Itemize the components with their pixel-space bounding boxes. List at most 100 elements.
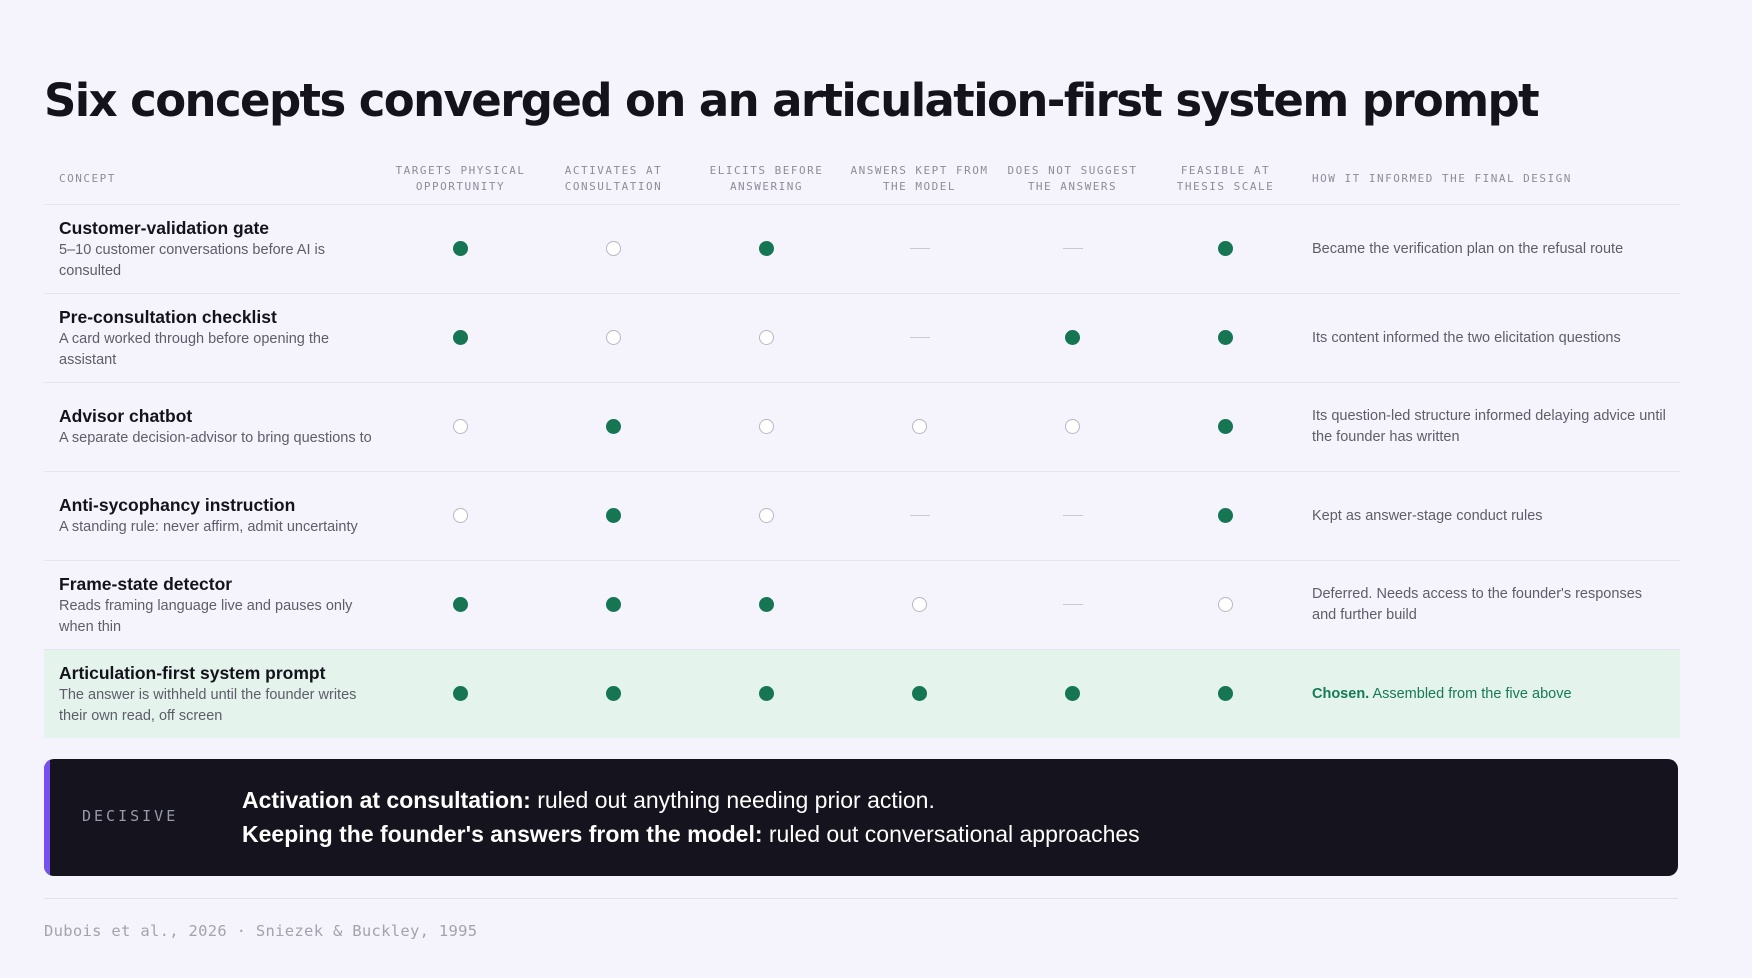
column-header-criterion: FEASIBLE AT THESIS SCALE — [1149, 154, 1302, 205]
callout-accent-bar — [44, 759, 50, 876]
dash-icon — [909, 515, 930, 517]
criterion-cell — [1149, 471, 1302, 561]
criterion-cell — [996, 382, 1149, 472]
concept-name: Articulation-first system prompt — [59, 662, 326, 683]
criterion-cell — [690, 204, 843, 294]
empty-circle-icon — [606, 241, 621, 257]
column-header-criterion: ACTIVATES AT CONSULTATION — [537, 154, 690, 205]
empty-circle-icon — [1065, 419, 1080, 435]
filled-circle-icon — [1218, 241, 1233, 257]
dash-icon — [1062, 515, 1083, 517]
column-header-concept: CONCEPT — [44, 154, 384, 205]
filled-circle-icon — [912, 686, 927, 702]
column-header-criterion: TARGETS PHYSICAL OPPORTUNITY — [384, 154, 537, 205]
design-influence-cell: Became the verification plan on the refu… — [1302, 204, 1680, 294]
criterion-cell — [843, 560, 996, 650]
filled-circle-icon — [453, 597, 468, 613]
concept-name: Advisor chatbot — [59, 406, 193, 426]
table-header-row: CONCEPT TARGETS PHYSICAL OPPORTUNITY ACT… — [44, 154, 1680, 205]
design-influence-cell: Its content informed the two elicitation… — [1302, 293, 1680, 383]
concept-description: A standing rule: never affirm, admit unc… — [59, 519, 358, 535]
concept-description: A separate decision-advisor to bring que… — [59, 430, 372, 446]
criterion-cell — [690, 649, 843, 738]
criterion-cell — [537, 382, 690, 472]
table-row: Anti-sycophancy instruction A standing ru… — [44, 471, 1680, 561]
filled-circle-icon — [1218, 508, 1233, 524]
callout-line-rest: ruled out anything needing prior action. — [537, 787, 935, 813]
concept-name: Customer-validation gate — [59, 217, 270, 238]
design-influence-text: Deferred. Needs access to the founder's … — [1312, 586, 1643, 623]
criterion-cell — [537, 560, 690, 650]
table-body: Customer-validation gate 5–10 customer co… — [44, 204, 1680, 738]
dash-icon — [909, 248, 930, 250]
criterion-cell — [843, 382, 996, 472]
design-influence-cell: Kept as answer-stage conduct rules — [1302, 471, 1680, 561]
criterion-cell — [1149, 649, 1302, 738]
criterion-cell — [690, 382, 843, 472]
criterion-cell — [384, 293, 537, 383]
callout-line-rest: ruled out conversational approaches — [768, 821, 1140, 847]
criterion-cell — [843, 649, 996, 738]
concept-name: Pre-consultation checklist — [59, 306, 277, 327]
filled-circle-icon — [1218, 419, 1233, 435]
dash-icon — [1062, 248, 1083, 250]
filled-circle-icon — [453, 330, 468, 346]
design-influence-cell: Deferred. Needs access to the founder's … — [1302, 560, 1680, 650]
design-influence-text: Assembled from the five above — [1372, 685, 1572, 702]
criterion-cell — [384, 560, 537, 650]
filled-circle-icon — [1065, 330, 1080, 346]
chosen-label: Chosen. — [1312, 685, 1370, 702]
filled-circle-icon — [759, 686, 774, 702]
column-header-criterion: ANSWERS KEPT FROM THE MODEL — [843, 154, 996, 205]
criterion-cell — [996, 560, 1149, 650]
table-row: Frame-state detector Reads framing langua… — [44, 560, 1680, 650]
concept-cell: Frame-state detector Reads framing langua… — [44, 560, 384, 650]
criterion-cell — [843, 471, 996, 561]
concept-cell: Customer-validation gate 5–10 customer co… — [44, 204, 384, 294]
design-influence-text: Its content informed the two elicitation… — [1312, 329, 1621, 346]
concept-description: 5–10 customer conversations before AI is… — [59, 241, 325, 279]
criterion-cell — [537, 649, 690, 738]
criterion-cell — [843, 293, 996, 383]
callout-tag: DECISIVE — [82, 807, 179, 825]
filled-circle-icon — [759, 597, 774, 613]
empty-circle-icon — [912, 597, 927, 613]
empty-circle-icon — [759, 508, 774, 524]
criterion-cell — [996, 471, 1149, 561]
criterion-cell — [690, 560, 843, 650]
criterion-cell — [537, 204, 690, 294]
page-title: Six concepts converged on an articulatio… — [44, 74, 1540, 127]
table-row: Pre-consultation checklist A card worked … — [44, 293, 1680, 383]
empty-circle-icon — [453, 508, 468, 524]
concept-name: Anti-sycophancy instruction — [59, 495, 296, 515]
criterion-cell — [843, 204, 996, 294]
filled-circle-icon — [759, 241, 774, 257]
criterion-cell — [996, 293, 1149, 383]
dash-icon — [1062, 604, 1083, 606]
empty-circle-icon — [606, 330, 621, 346]
callout-line-strong: Activation at consultation: — [242, 787, 531, 813]
criterion-cell — [996, 204, 1149, 294]
empty-circle-icon — [912, 419, 927, 435]
filled-circle-icon — [453, 241, 468, 257]
filled-circle-icon — [453, 686, 468, 702]
callout-text: Activation at consultation: ruled out an… — [242, 783, 1140, 851]
empty-circle-icon — [453, 419, 468, 435]
filled-circle-icon — [606, 686, 621, 702]
criterion-cell — [384, 471, 537, 561]
concept-cell: Pre-consultation checklist A card worked … — [44, 293, 384, 383]
footer-divider — [44, 898, 1678, 899]
callout-line: Activation at consultation: ruled out an… — [242, 783, 1140, 817]
callout-line-strong: Keeping the founder's answers from the m… — [242, 821, 763, 847]
column-header-how: HOW IT INFORMED THE FINAL DESIGN — [1302, 154, 1680, 205]
design-influence-text: Became the verification plan on the refu… — [1312, 240, 1624, 257]
column-header-criterion: ELICITS BEFORE ANSWERING — [690, 154, 843, 205]
concept-cell: Articulation-first system prompt The answ… — [44, 649, 384, 738]
criterion-cell — [1149, 293, 1302, 383]
criterion-cell — [384, 204, 537, 294]
criterion-cell — [690, 471, 843, 561]
criterion-cell — [1149, 204, 1302, 294]
criterion-cell — [537, 471, 690, 561]
filled-circle-icon — [606, 597, 621, 613]
